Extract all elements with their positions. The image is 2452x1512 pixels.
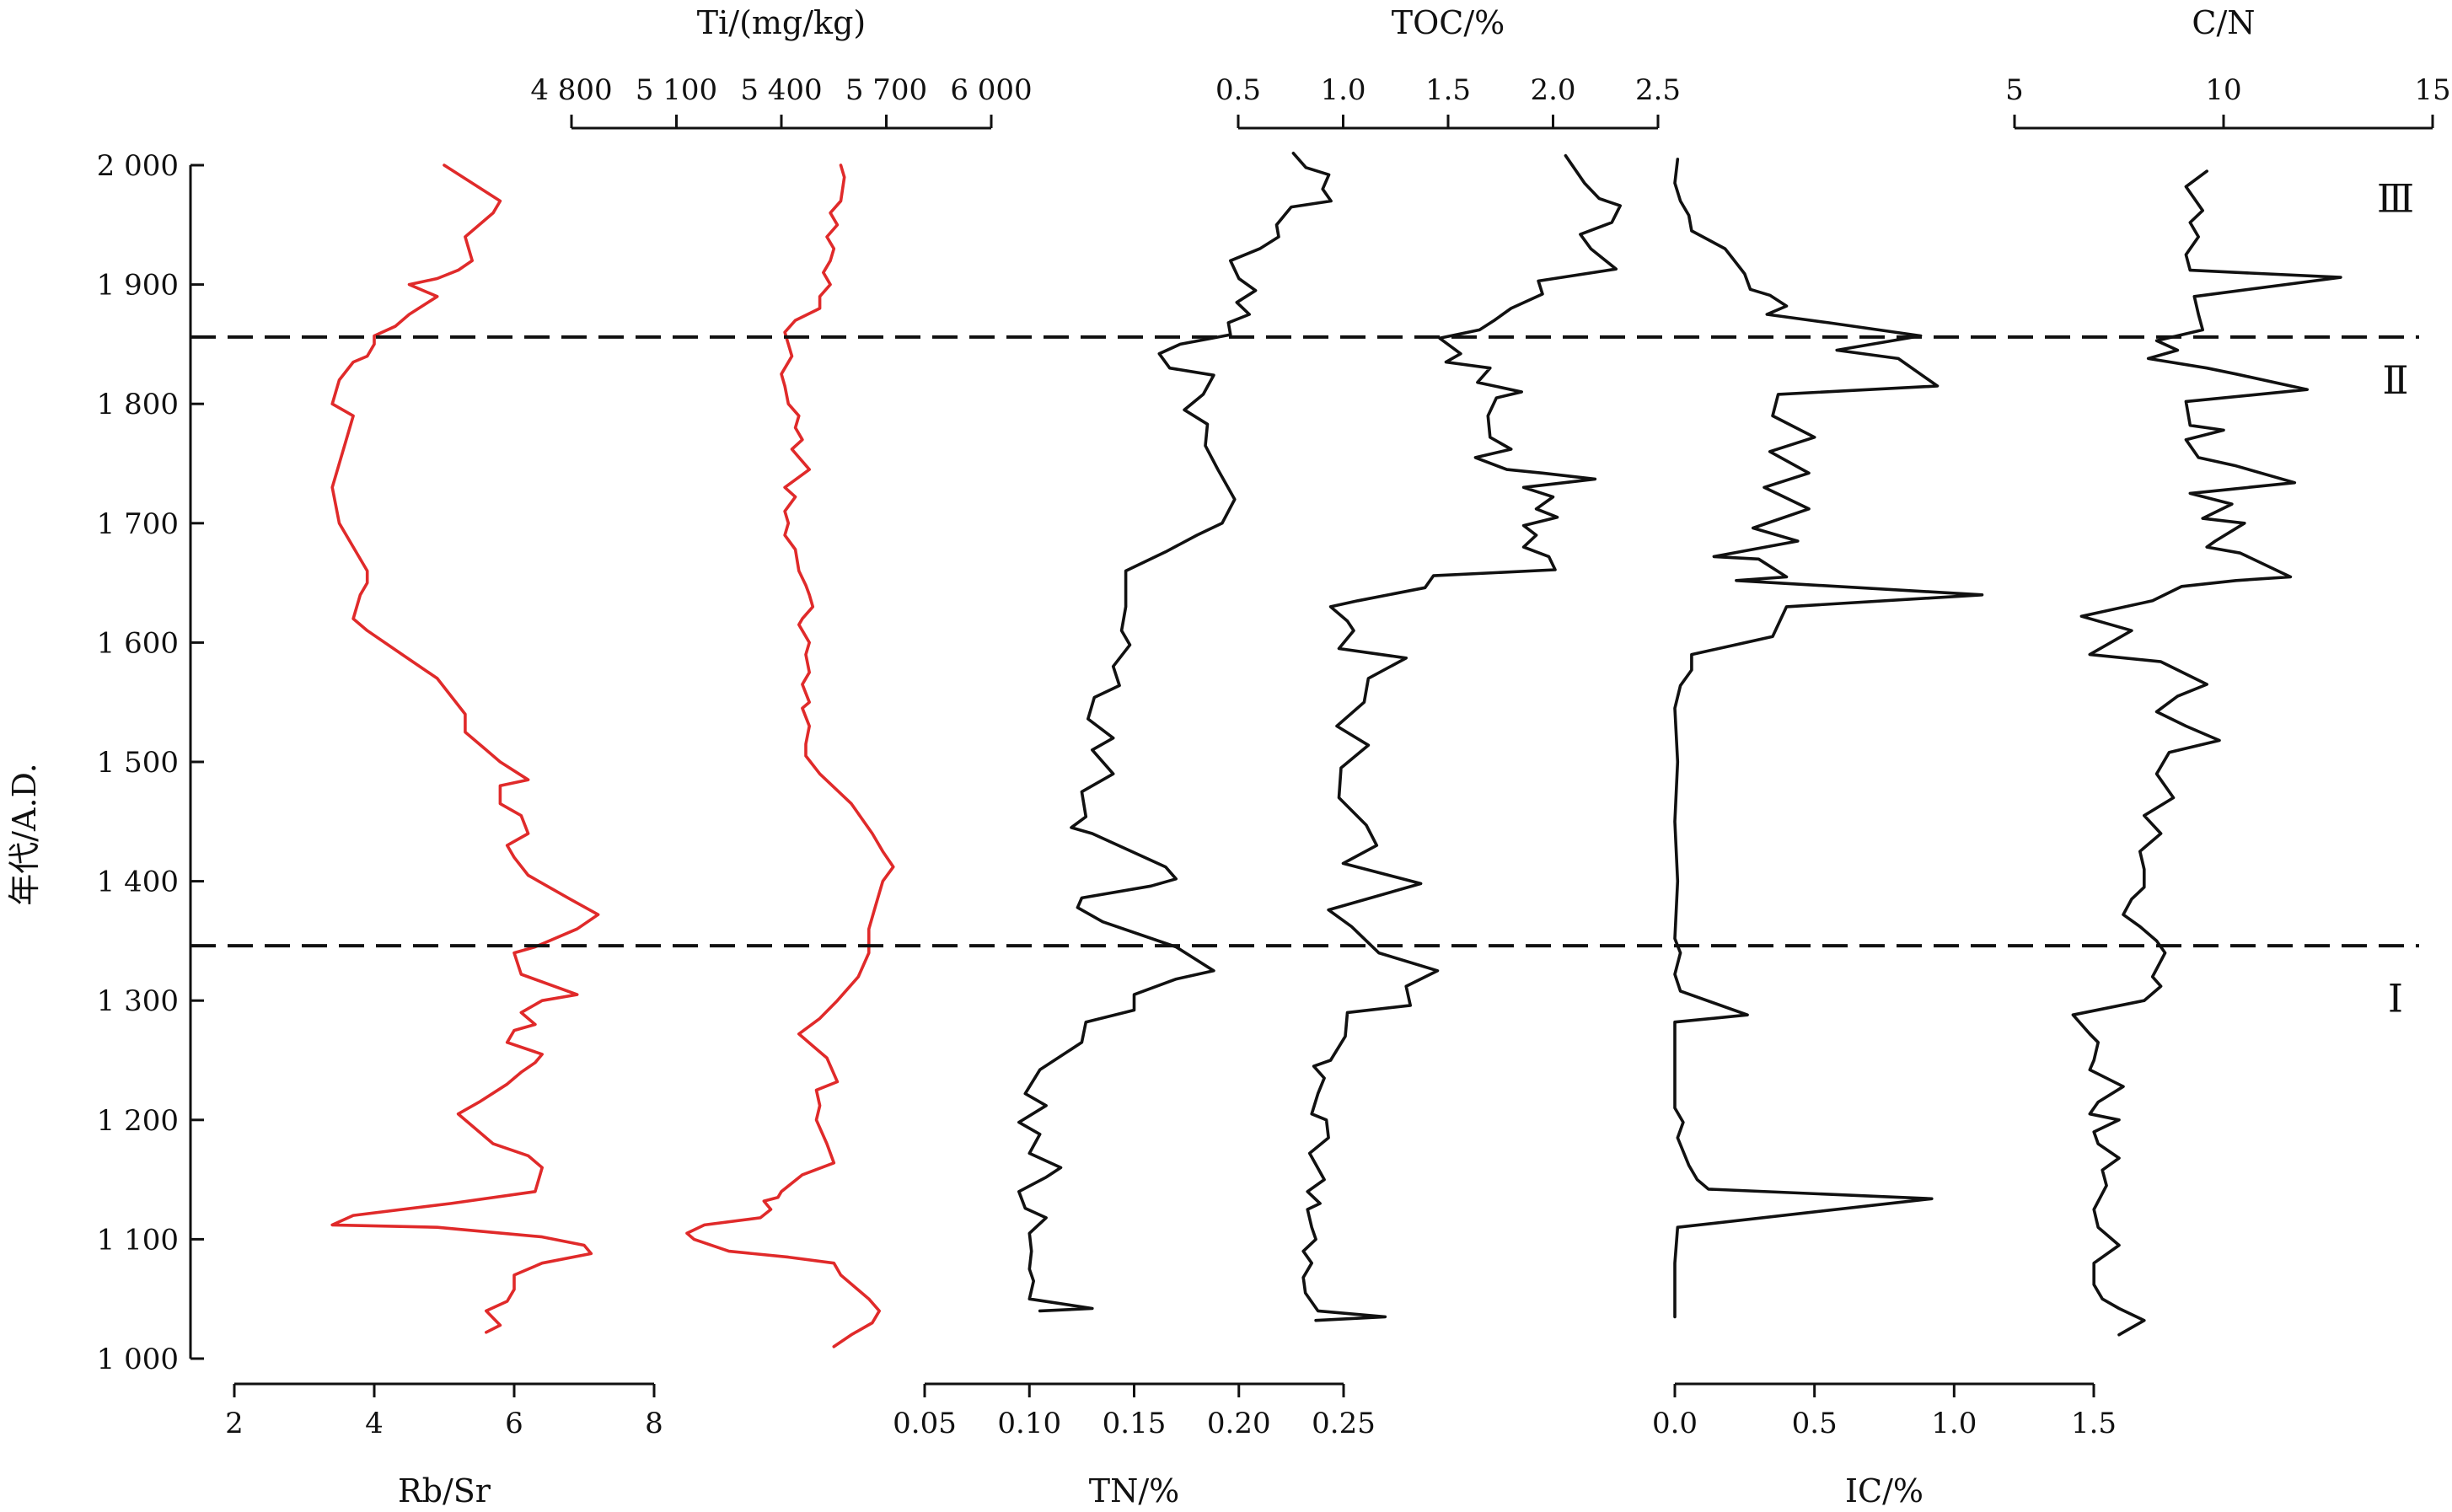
ti-tick-label: 4 800 [530,73,612,107]
ic-tick-label: 0.0 [1652,1407,1698,1440]
ic-tick-label: 1.5 [2071,1407,2117,1440]
ic-axis: 0.0 0.5 1.0 1.5 IC/% [1652,1382,2117,1509]
c-n-tick-label: 15 [2414,73,2450,107]
ti-tick-label: 5 700 [845,73,927,107]
age-axis: 1 000 1 100 1 200 1 300 1 400 1 500 1 600 1 700… [97,149,204,1376]
age-tick-label: 1 100 [97,1223,179,1257]
rb-sr-axis: 2 4 6 8 Rb/Sr [225,1382,663,1509]
c-n-axis: 5 10 15 C/N [2005,4,2451,130]
toc-axis: 0.5 1.0 1.5 2.0 2.5 TOC/% [1215,4,1681,130]
toc-tick-label: 0.5 [1215,73,1261,107]
ic-axis-title: IC/% [1845,1472,1924,1509]
age-axis-title: 年代/A.D. [6,763,43,906]
tn-tick-label: 0.20 [1207,1407,1271,1440]
zone-label: Ⅰ [2388,975,2403,1021]
rb-sr-tick-label: 4 [365,1407,384,1440]
rb-sr-series-line [330,164,600,1334]
tn-series-line [1017,152,1333,1313]
age-tick-label: 2 000 [97,149,179,183]
ti-series-line [685,164,895,1348]
age-tick-label: 1 300 [97,984,179,1018]
proxy-axes: 2 4 6 8 Rb/Sr 4 800 5 100 5 400 5 700 6 000 Ti/(mg… [225,4,2450,1509]
toc-tick-label: 2.5 [1635,73,1681,107]
tn-axis-title: TN/% [1089,1472,1180,1509]
rb-sr-tick-label: 6 [505,1407,523,1440]
tn-tick-label: 0.05 [893,1407,957,1440]
c-n-tick-label: 10 [2205,73,2241,107]
age-tick-label: 1 700 [97,507,179,541]
toc-tick-label: 2.0 [1530,73,1575,107]
ti-axis: 4 800 5 100 5 400 5 700 6 000 Ti/(mg/kg) [530,4,1033,130]
age-tick-label: 1 000 [97,1343,179,1376]
rb-sr-tick-label: 8 [645,1407,663,1440]
toc-axis-title: TOC/% [1392,4,1505,41]
toc-tick-label: 1.5 [1425,73,1471,107]
ti-tick-label: 6 000 [950,73,1032,107]
zone-labels: Ⅲ Ⅱ Ⅰ [2377,176,2414,1021]
ti-tick-label: 5 100 [636,73,717,107]
tn-tick-label: 0.10 [997,1407,1061,1440]
zone-label: Ⅱ [2382,357,2408,403]
tn-axis: 0.05 0.10 0.15 0.20 0.25 TN/% [893,1382,1376,1509]
c-n-axis-title: C/N [2192,4,2255,41]
age-tick-label: 1 600 [97,626,179,660]
zone-label: Ⅲ [2377,176,2414,222]
age-tick-label: 1 500 [97,746,179,780]
age-tick-label: 1 800 [97,388,179,421]
ic-tick-label: 0.5 [1792,1407,1838,1440]
age-tick-label: 1 200 [97,1104,179,1138]
rb-sr-axis-title: Rb/Sr [398,1472,491,1509]
tn-tick-label: 0.15 [1103,1407,1167,1440]
age-tick-label: 1 900 [97,269,179,303]
ic-series-line [1673,158,1984,1319]
ic-tick-label: 1.0 [1931,1407,1977,1440]
tn-tick-label: 0.25 [1312,1407,1376,1440]
ti-axis-title: Ti/(mg/kg) [697,4,866,41]
toc-tick-label: 1.0 [1320,73,1366,107]
toc-series-line [1301,153,1622,1322]
c-n-series-line [2071,169,2342,1337]
c-n-tick-label: 5 [2005,73,2024,107]
ti-tick-label: 5 400 [740,73,822,107]
proxy-series [330,152,2342,1348]
rb-sr-tick-label: 2 [225,1407,244,1440]
zone-dividers [190,335,2419,948]
age-tick-label: 1 400 [97,866,179,899]
